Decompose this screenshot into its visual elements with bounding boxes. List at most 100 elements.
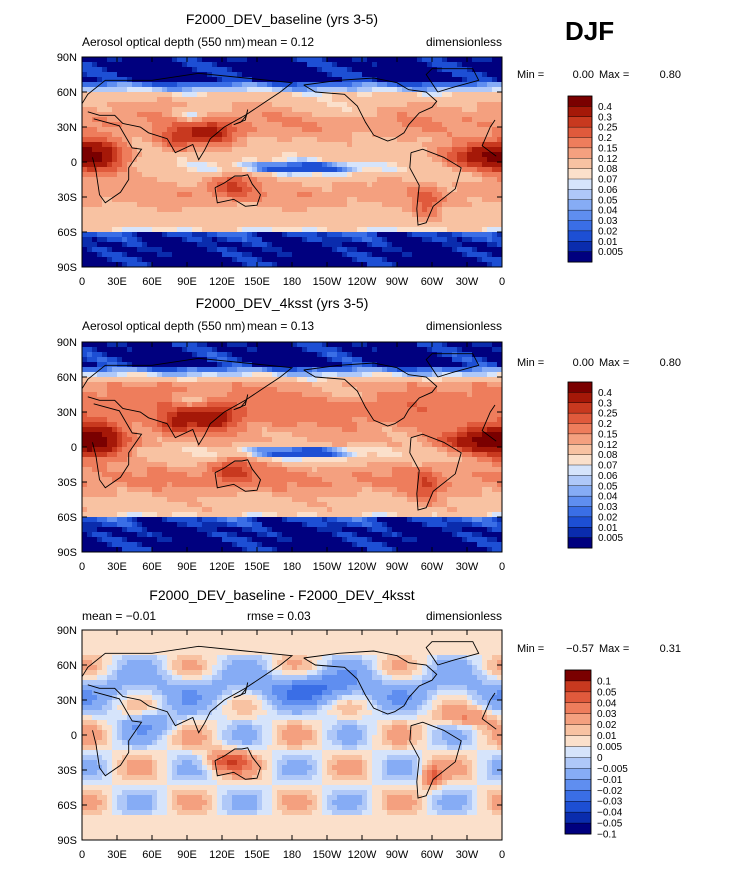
map-cell [212, 372, 217, 377]
map-cell [372, 87, 377, 92]
map-cell [277, 187, 282, 192]
map-cell [182, 402, 187, 407]
map-cell [332, 237, 337, 242]
map-cell [392, 197, 397, 202]
map-cell [232, 257, 237, 262]
map-cell [482, 377, 487, 382]
map-cell [417, 412, 422, 417]
colorbar-swatch [568, 138, 592, 149]
map-cell [157, 367, 162, 372]
map-cell [437, 397, 442, 402]
map-cell [152, 257, 157, 262]
map-cell [172, 392, 177, 397]
map-cell [327, 197, 332, 202]
map-cell [432, 117, 437, 122]
map-cell [142, 77, 147, 82]
map-cell [487, 392, 492, 397]
map-cell [322, 222, 327, 227]
map-cell [417, 377, 422, 382]
map-cell [202, 342, 207, 347]
map-cell [242, 407, 247, 412]
map-cell [202, 132, 207, 137]
map-cell [282, 212, 287, 217]
map-cell [297, 202, 302, 207]
map-cell [492, 392, 497, 397]
map-cell [232, 202, 237, 207]
map-cell [277, 62, 282, 67]
map-cell [147, 192, 152, 197]
map-cell [212, 57, 217, 62]
map-cell [467, 242, 472, 247]
map-cell [342, 137, 347, 142]
map-cell [372, 102, 377, 107]
map-cell [467, 197, 472, 202]
map-cell [257, 372, 262, 377]
map-cell [137, 157, 142, 162]
map-cell [242, 57, 247, 62]
map-cell [287, 132, 292, 137]
map-cell [327, 392, 332, 397]
map-cell [477, 157, 482, 162]
colorbar-label: 0.02 [598, 226, 618, 237]
map-cell [267, 407, 272, 412]
map-cell [327, 117, 332, 122]
map-cell [412, 112, 417, 117]
map-cell [137, 257, 142, 262]
map-cell [377, 217, 382, 222]
colorbar-swatch [568, 158, 592, 169]
map-cell [482, 172, 487, 177]
map-cell [197, 147, 202, 152]
map-cell [257, 137, 262, 142]
map-cell [347, 407, 352, 412]
map-cell [247, 227, 252, 232]
map-cell [387, 147, 392, 152]
map-cell [312, 232, 317, 237]
map-cell [92, 57, 97, 62]
map-cell [387, 412, 392, 417]
map-cell [452, 217, 457, 222]
map-cell [452, 77, 457, 82]
map-cell [152, 177, 157, 182]
map-cell [272, 102, 277, 107]
map-cell [267, 412, 272, 417]
map-cell [162, 247, 167, 252]
map-cell [97, 232, 102, 237]
map-cell [322, 227, 327, 232]
map-cell [242, 232, 247, 237]
map-cell [107, 187, 112, 192]
map-cell [137, 92, 142, 97]
map-cell [217, 222, 222, 227]
map-cell [482, 362, 487, 367]
map-cell [207, 202, 212, 207]
map-cell [342, 57, 347, 62]
map-cell [417, 127, 422, 132]
map-cell [442, 112, 447, 117]
map-cell [117, 87, 122, 92]
map-cell [492, 157, 497, 162]
map-cell [472, 87, 477, 92]
map-cell [337, 402, 342, 407]
map-cell [187, 112, 192, 117]
map-cell [117, 397, 122, 402]
map-cell [437, 357, 442, 362]
map-cell [217, 357, 222, 362]
map-cell [237, 187, 242, 192]
map-cell [142, 62, 147, 67]
map-cell [302, 347, 307, 352]
map-cell [162, 412, 167, 417]
map-cell [367, 107, 372, 112]
map-cell [367, 147, 372, 152]
map-cell [417, 137, 422, 142]
map-cell [487, 92, 492, 97]
map-cell [332, 102, 337, 107]
map-cell [377, 102, 382, 107]
map-cell [452, 237, 457, 242]
map-cell [417, 177, 422, 182]
map-cell [342, 177, 347, 182]
map-cell [87, 412, 92, 417]
map-cell [437, 382, 442, 387]
map-cell [362, 392, 367, 397]
map-cell [332, 67, 337, 72]
map-cell [247, 402, 252, 407]
map-cell [332, 347, 337, 352]
